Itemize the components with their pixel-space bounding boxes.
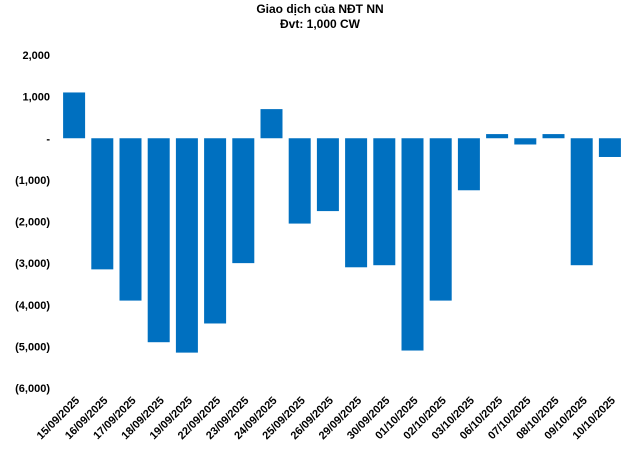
- y-axis: 2,000 1,000 - (1,000) (2,000) (3,000) (4,000) (…: [15, 50, 50, 395]
- bar: [63, 92, 86, 139]
- y-tick-label: (5,000): [15, 341, 50, 353]
- bar: [175, 138, 198, 353]
- bar: [542, 134, 565, 139]
- y-tick-label: 1,000: [22, 92, 50, 104]
- bar: [373, 138, 396, 266]
- chart-subtitle: Đvt: 1,000 CW: [280, 17, 361, 31]
- bar: [486, 134, 509, 139]
- y-tick-label: -: [46, 133, 50, 145]
- y-tick-label: (6,000): [15, 383, 50, 395]
- y-tick-label: (1,000): [15, 175, 50, 187]
- bar: [147, 138, 170, 343]
- bar: [345, 138, 368, 268]
- y-tick-label: (4,000): [15, 300, 50, 312]
- y-tick-label: 2,000: [22, 50, 50, 62]
- chart-title: Giao dịch của NĐT NN: [256, 2, 383, 16]
- bars: [63, 92, 621, 353]
- bar: [570, 138, 593, 266]
- bar: [457, 138, 480, 191]
- bar: [119, 138, 142, 301]
- bar: [514, 138, 537, 145]
- bar: [260, 109, 283, 139]
- bar: [91, 138, 114, 270]
- bar: [204, 138, 227, 324]
- x-axis: 15/09/202516/09/202517/09/202518/09/2025…: [35, 395, 618, 442]
- y-tick-label: (2,000): [15, 217, 50, 229]
- bar: [401, 138, 424, 351]
- bar: [598, 138, 621, 157]
- bar: [288, 138, 311, 224]
- bar: [316, 138, 339, 212]
- bar: [429, 138, 452, 301]
- bar: [232, 138, 255, 264]
- y-tick-label: (3,000): [15, 258, 50, 270]
